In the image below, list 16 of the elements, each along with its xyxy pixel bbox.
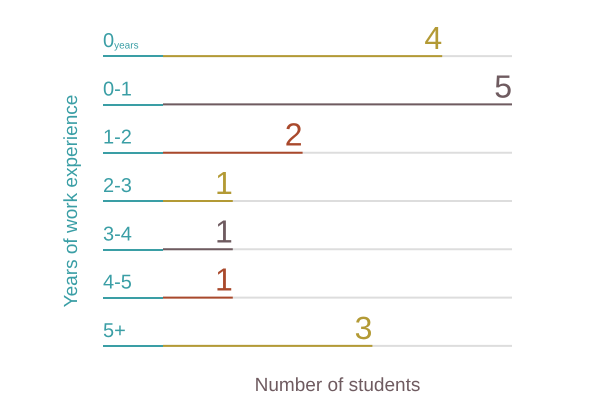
y-tick-label: 5+	[103, 320, 126, 342]
y-tick-label: 3-4	[103, 223, 132, 246]
data-label: 3	[354, 310, 372, 346]
data-label: 1	[215, 165, 233, 201]
data-label: 2	[284, 116, 303, 153]
data-label: 4	[424, 20, 442, 56]
y-tick-label: 4-5	[103, 272, 132, 294]
y-axis-title: Years of work experience	[61, 94, 82, 308]
data-label: 1	[215, 262, 233, 298]
y-tick-label: 0-1	[103, 78, 132, 100]
data-label: 1	[215, 213, 233, 250]
x-axis-title: Number of students	[254, 375, 420, 396]
y-tick-label: 1-2	[103, 126, 132, 149]
y-tick-label: 0years	[103, 30, 139, 52]
data-label: 5	[494, 68, 512, 104]
y-tick-label: 2-3	[103, 175, 132, 197]
